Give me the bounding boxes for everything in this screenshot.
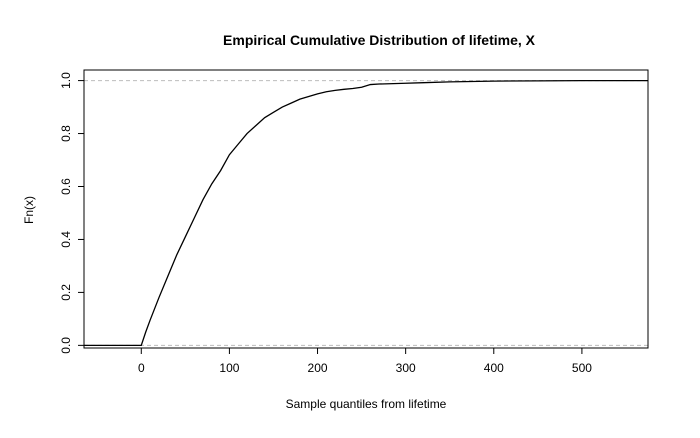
y-tick-label-3: 0.6 [59, 178, 73, 195]
x-axis-label: Sample quantiles from lifetime [286, 397, 447, 411]
y-axis-label: Fn(x) [22, 196, 36, 224]
y-tick-label-0: 0.0 [59, 337, 73, 354]
x-tick-label-4: 400 [484, 361, 504, 375]
y-tick-label-5: 1.0 [59, 72, 73, 89]
y-tick-label-2: 0.4 [59, 231, 73, 248]
x-tick-label-5: 500 [572, 361, 592, 375]
x-tick-label-3: 300 [396, 361, 416, 375]
x-axis: 0 100 200 300 400 500 [138, 348, 592, 375]
x-tick-label-0: 0 [138, 361, 145, 375]
y-axis: 0.0 0.2 0.4 0.6 0.8 1.0 [59, 72, 84, 354]
x-tick-label-2: 200 [308, 361, 328, 375]
reference-lines [84, 80, 648, 346]
chart-title: Empirical Cumulative Distribution of lif… [223, 32, 536, 48]
series-layer [84, 79, 648, 346]
y-tick-label-4: 0.8 [59, 125, 73, 142]
x-tick-label-1: 100 [219, 361, 239, 375]
y-tick-label-1: 0.2 [59, 284, 73, 301]
plot-frame [83, 69, 649, 349]
ecdf-line-0 [84, 79, 648, 346]
